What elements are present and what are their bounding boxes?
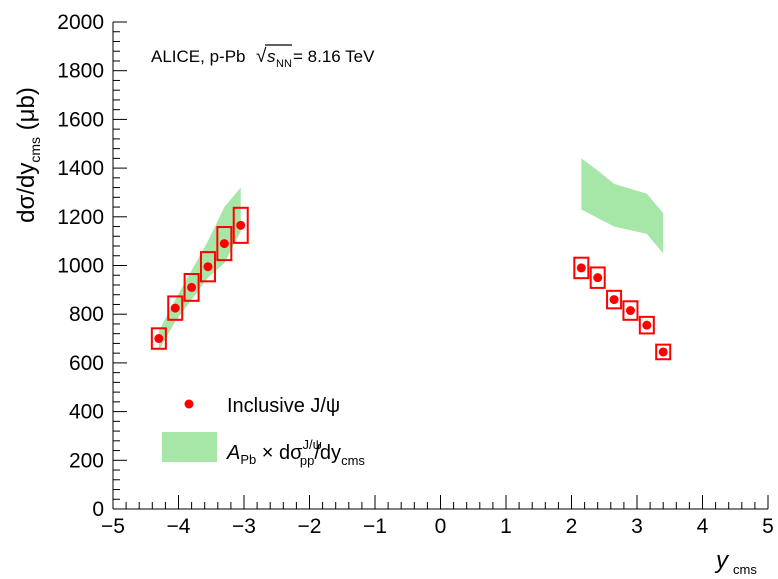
data-point bbox=[658, 347, 668, 357]
systematic-box bbox=[232, 206, 249, 244]
data-point bbox=[593, 273, 603, 283]
x-tick-label: 0 bbox=[435, 515, 447, 538]
data-point bbox=[219, 239, 229, 249]
expectation-band-2 bbox=[581, 158, 664, 254]
data-point bbox=[236, 220, 246, 230]
y-tick-label: 1600 bbox=[57, 108, 104, 131]
systematic-box bbox=[183, 273, 200, 302]
systematic-box bbox=[216, 226, 233, 262]
x-tick-label: 1 bbox=[500, 515, 512, 538]
y-tick-label: 800 bbox=[69, 303, 104, 326]
data-point bbox=[576, 263, 586, 273]
legend-points-label: Inclusive J/ψ bbox=[227, 395, 340, 417]
x-tick-label: −2 bbox=[298, 515, 322, 538]
systematic-box bbox=[589, 266, 606, 289]
systematic-box bbox=[167, 295, 184, 321]
data-point bbox=[187, 282, 197, 292]
y-tick-label: 1800 bbox=[57, 60, 104, 83]
annotation-s-sub: NN bbox=[276, 58, 292, 70]
x-tick-label: −4 bbox=[167, 515, 191, 538]
y-tick-label: 400 bbox=[69, 401, 104, 424]
x-axis-title-sub: cms bbox=[733, 562, 757, 577]
data-point bbox=[642, 320, 652, 330]
systematic-box bbox=[150, 327, 167, 350]
legend-point-marker bbox=[184, 399, 194, 409]
x-tick-label: 5 bbox=[762, 515, 774, 538]
y-tick-label: 1200 bbox=[57, 206, 104, 229]
annotation-energy: = 8.16 TeV bbox=[293, 47, 375, 66]
data-point bbox=[154, 334, 164, 344]
expectation-bands bbox=[158, 158, 664, 351]
y-tick-label: 200 bbox=[69, 449, 104, 472]
data-point bbox=[625, 306, 635, 316]
y-tick-label: 600 bbox=[69, 352, 104, 375]
axis-ticks bbox=[112, 21, 769, 510]
x-tick-label: 4 bbox=[697, 515, 709, 538]
y-tick-label: 1400 bbox=[57, 157, 104, 180]
annotation-s: s bbox=[267, 47, 276, 66]
x-tick-label: 3 bbox=[631, 515, 643, 538]
data-point bbox=[609, 295, 619, 305]
annotation-sqrt: √ bbox=[256, 46, 267, 67]
data-point bbox=[170, 303, 180, 313]
y-tick-label: 2000 bbox=[57, 11, 104, 34]
data-point bbox=[203, 262, 213, 272]
y-tick-label: 0 bbox=[92, 498, 104, 521]
systematic-box bbox=[199, 251, 216, 283]
x-tick-label: 2 bbox=[566, 515, 578, 538]
expectation-band-1 bbox=[158, 187, 241, 351]
x-tick-label: −1 bbox=[363, 515, 387, 538]
x-axis-title: y bbox=[714, 547, 730, 574]
legend-band-swatch bbox=[162, 432, 217, 462]
systematic-box bbox=[573, 256, 590, 280]
legend-band-label: APb × dσJ/ψ pp/dycms bbox=[226, 437, 365, 468]
systematic-box bbox=[622, 300, 639, 321]
x-tick-label: −3 bbox=[232, 515, 256, 538]
systematic-box bbox=[606, 289, 623, 310]
data-points bbox=[150, 206, 672, 361]
annotation-text: ALICE, p-Pb bbox=[151, 47, 246, 66]
systematic-box bbox=[655, 343, 672, 361]
y-axis-title: dσ/dycms (μb) bbox=[13, 87, 43, 223]
systematic-box bbox=[638, 315, 655, 335]
x-tick-label: −5 bbox=[101, 515, 125, 538]
y-tick-label: 1000 bbox=[57, 255, 104, 278]
tick-labels: −5 −4 −3 −2 −1 0 1 2 3 4 5 0 200 400 600 800 1000 1200 140… bbox=[57, 11, 774, 538]
